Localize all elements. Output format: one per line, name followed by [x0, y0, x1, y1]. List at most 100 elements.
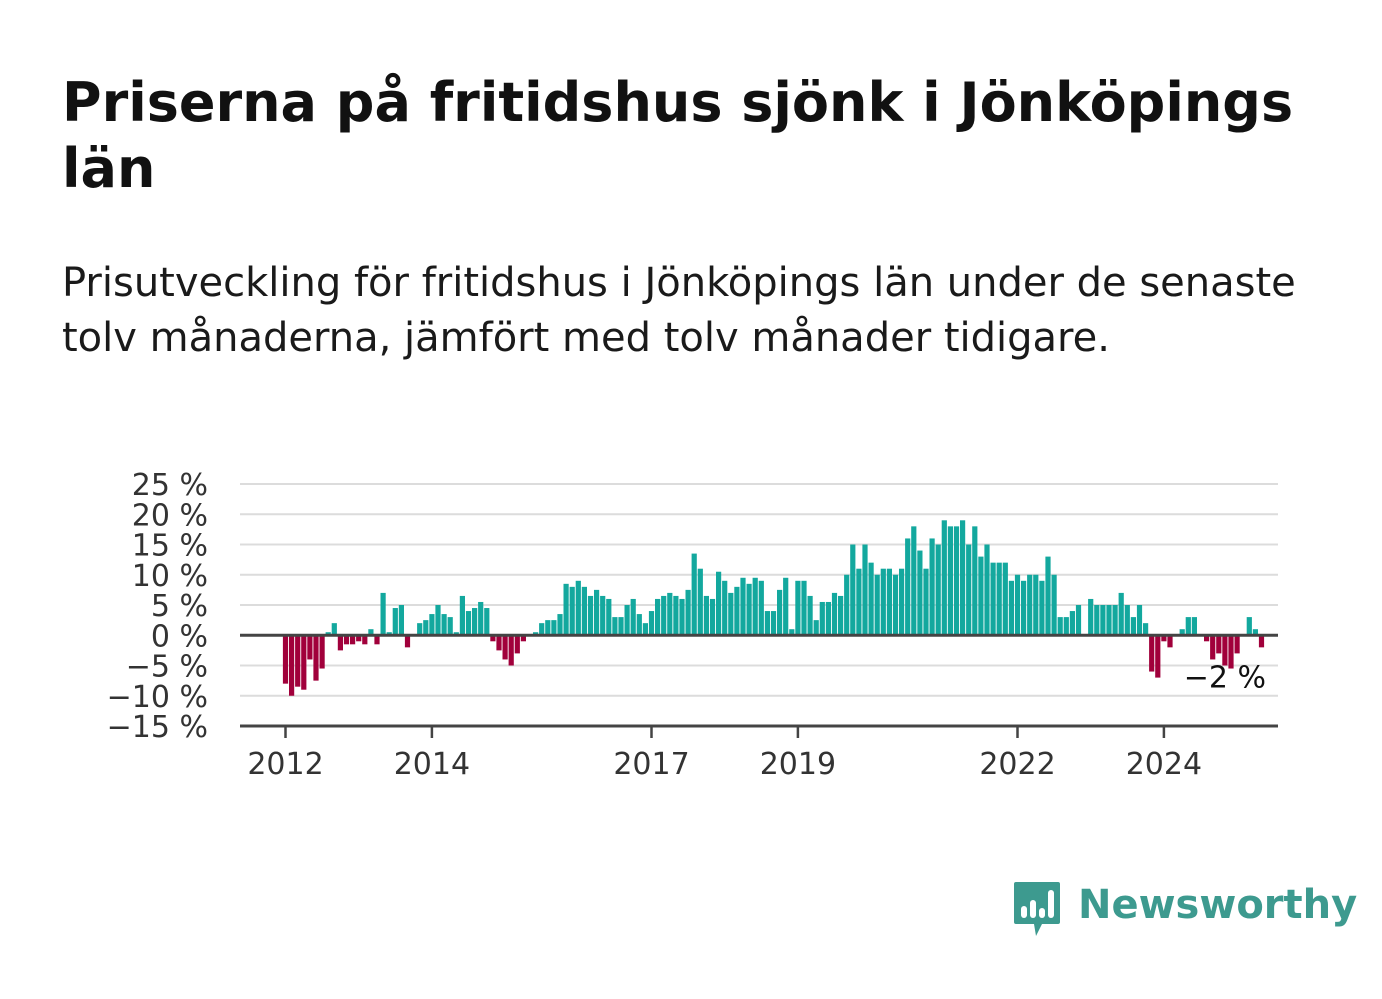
bar	[1075, 605, 1082, 636]
axes	[240, 633, 1278, 728]
bar	[838, 595, 844, 636]
bar	[758, 580, 764, 636]
bar	[929, 538, 935, 636]
bar	[295, 635, 301, 687]
bar	[886, 568, 892, 636]
bar	[679, 598, 685, 636]
bar	[563, 583, 569, 636]
chart-title: Priserna på fritidshus sjönk i Jönköping…	[62, 71, 1294, 200]
bars	[282, 520, 1265, 696]
y-tick-label: 10 %	[132, 559, 208, 594]
bar	[1222, 635, 1228, 666]
y-axis-ticks: 25 %20 %15 %10 %5 %0 %−5 %−10 %−15 %	[107, 468, 208, 745]
bar	[502, 635, 508, 660]
bar	[655, 598, 661, 636]
bar	[667, 592, 673, 636]
bar	[990, 562, 996, 636]
bar	[356, 635, 362, 642]
y-tick-label: 5 %	[151, 589, 208, 624]
bar	[661, 595, 667, 636]
bar	[612, 617, 618, 636]
x-tick-label: 2019	[760, 747, 836, 782]
y-tick-label: −15 %	[107, 710, 208, 745]
bar	[545, 620, 551, 636]
bar	[953, 526, 960, 636]
bar	[1106, 605, 1112, 636]
bar	[795, 580, 801, 636]
bar	[697, 568, 703, 636]
bar	[368, 629, 374, 636]
x-tick-label: 2014	[394, 747, 470, 782]
bar	[1149, 635, 1155, 672]
bar	[630, 598, 636, 636]
bar	[484, 608, 490, 636]
bar	[1234, 635, 1240, 654]
bar	[1143, 623, 1149, 636]
bar	[478, 601, 484, 636]
bar	[1179, 629, 1185, 636]
bar	[465, 611, 472, 636]
last-value-annotation: −2 %	[1184, 660, 1266, 695]
bar	[1124, 605, 1130, 636]
bar	[880, 568, 886, 636]
bar	[819, 601, 825, 636]
bar	[606, 598, 612, 636]
bar	[404, 635, 411, 648]
bar	[709, 598, 716, 636]
bar	[984, 544, 990, 636]
bar	[1112, 605, 1118, 636]
bar	[624, 605, 630, 636]
y-tick-label: −10 %	[107, 680, 208, 715]
bar	[380, 592, 386, 636]
bar	[514, 635, 520, 654]
bar	[642, 623, 648, 636]
bar	[447, 617, 453, 636]
bar	[301, 635, 307, 690]
bar	[307, 635, 313, 660]
bar	[350, 635, 356, 645]
bar	[325, 632, 331, 636]
bar	[1252, 629, 1258, 636]
y-tick-label: −5 %	[126, 650, 208, 685]
bar	[453, 632, 459, 636]
bar	[581, 586, 587, 636]
bar	[1021, 580, 1027, 636]
bar	[1039, 580, 1045, 636]
x-tick-label: 2012	[247, 747, 323, 782]
y-tick-label: 15 %	[132, 529, 208, 564]
bar	[1027, 574, 1033, 636]
bar	[685, 589, 691, 636]
bar	[551, 620, 557, 636]
bar	[496, 635, 502, 651]
y-tick-label: 25 %	[132, 468, 208, 503]
bar	[1051, 574, 1057, 636]
bar	[996, 562, 1002, 636]
bar	[1088, 598, 1094, 636]
bar	[1033, 574, 1039, 636]
brand-name: Newsworthy	[1078, 882, 1358, 928]
bar	[392, 608, 398, 636]
bar	[587, 595, 594, 636]
bar	[533, 632, 539, 636]
bar	[673, 595, 679, 636]
bar	[594, 589, 600, 636]
bar	[850, 544, 856, 636]
bar	[490, 635, 496, 642]
y-tick-label: 20 %	[132, 498, 208, 533]
bar	[435, 605, 441, 636]
bar	[362, 635, 368, 645]
bar	[917, 550, 923, 636]
bar	[941, 520, 947, 636]
bar	[966, 544, 972, 636]
bar	[1185, 617, 1191, 636]
bar	[520, 635, 526, 642]
bar	[1167, 635, 1173, 648]
bar	[331, 623, 337, 636]
x-tick-label: 2024	[1126, 747, 1202, 782]
bar	[752, 577, 758, 636]
bar	[1002, 562, 1008, 636]
bar	[831, 592, 838, 636]
bar	[1045, 556, 1051, 636]
bar	[728, 592, 734, 636]
bar	[844, 574, 850, 636]
